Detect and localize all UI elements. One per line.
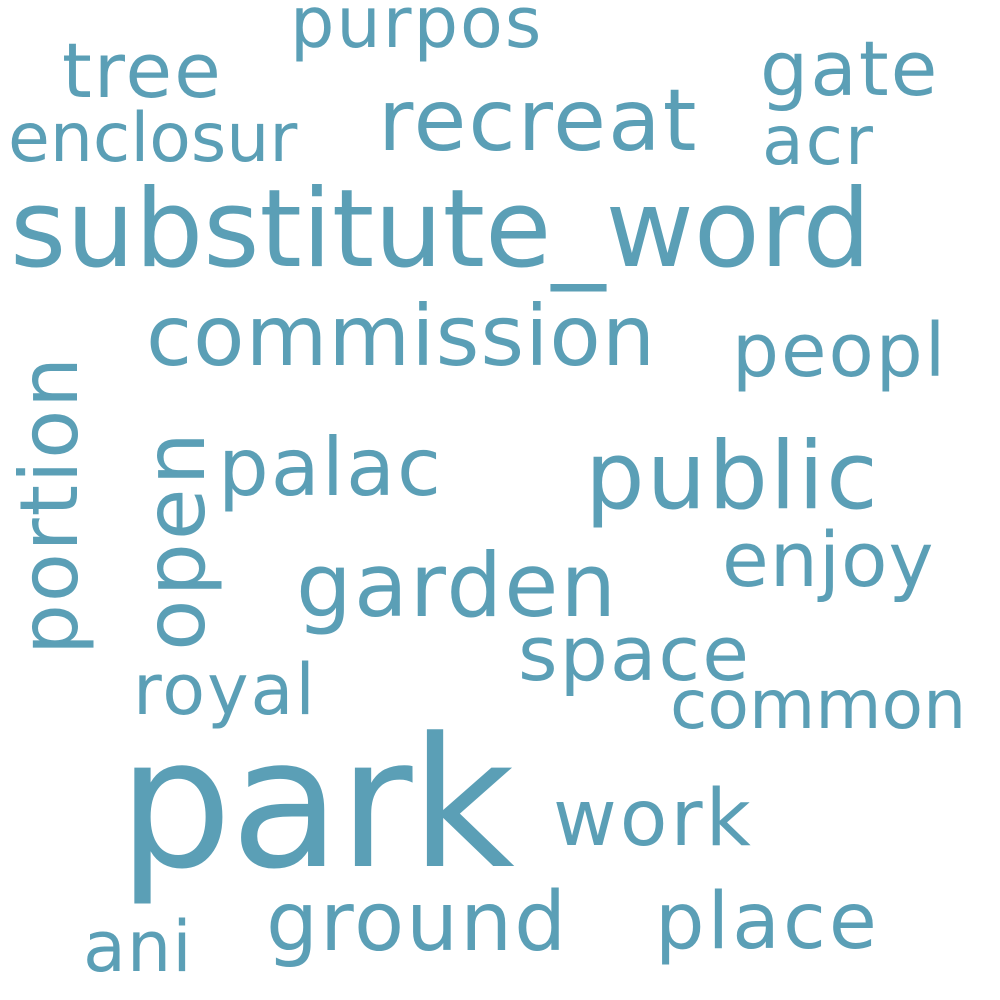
word-public: public [585, 422, 880, 531]
word-enclosur: enclosur [8, 99, 298, 178]
word-ground: ground [266, 875, 569, 970]
word-space: space [518, 609, 751, 698]
word-peopl: peopl [732, 308, 948, 394]
word-acr: acr [762, 102, 876, 181]
word-park: park [118, 700, 515, 909]
word-royal: royal [133, 649, 317, 731]
word-common: common [670, 666, 967, 745]
word-work: work [553, 774, 754, 864]
word-ani: ani [83, 906, 193, 988]
word-recreat: recreat [378, 71, 699, 171]
word-gate: gate [760, 24, 940, 113]
word-open: open [126, 429, 224, 651]
word-enjoy: enjoy [722, 515, 935, 604]
word-garden: garden [296, 534, 619, 637]
word-purpos: purpos [290, 0, 544, 64]
word-tree: tree [62, 26, 223, 115]
word-substitute-word: substitute_word [10, 167, 871, 292]
word-commission: commission [146, 287, 657, 385]
word-palac: palac [218, 421, 444, 514]
word-portion: portion [3, 355, 96, 655]
word-place: place [655, 877, 880, 967]
